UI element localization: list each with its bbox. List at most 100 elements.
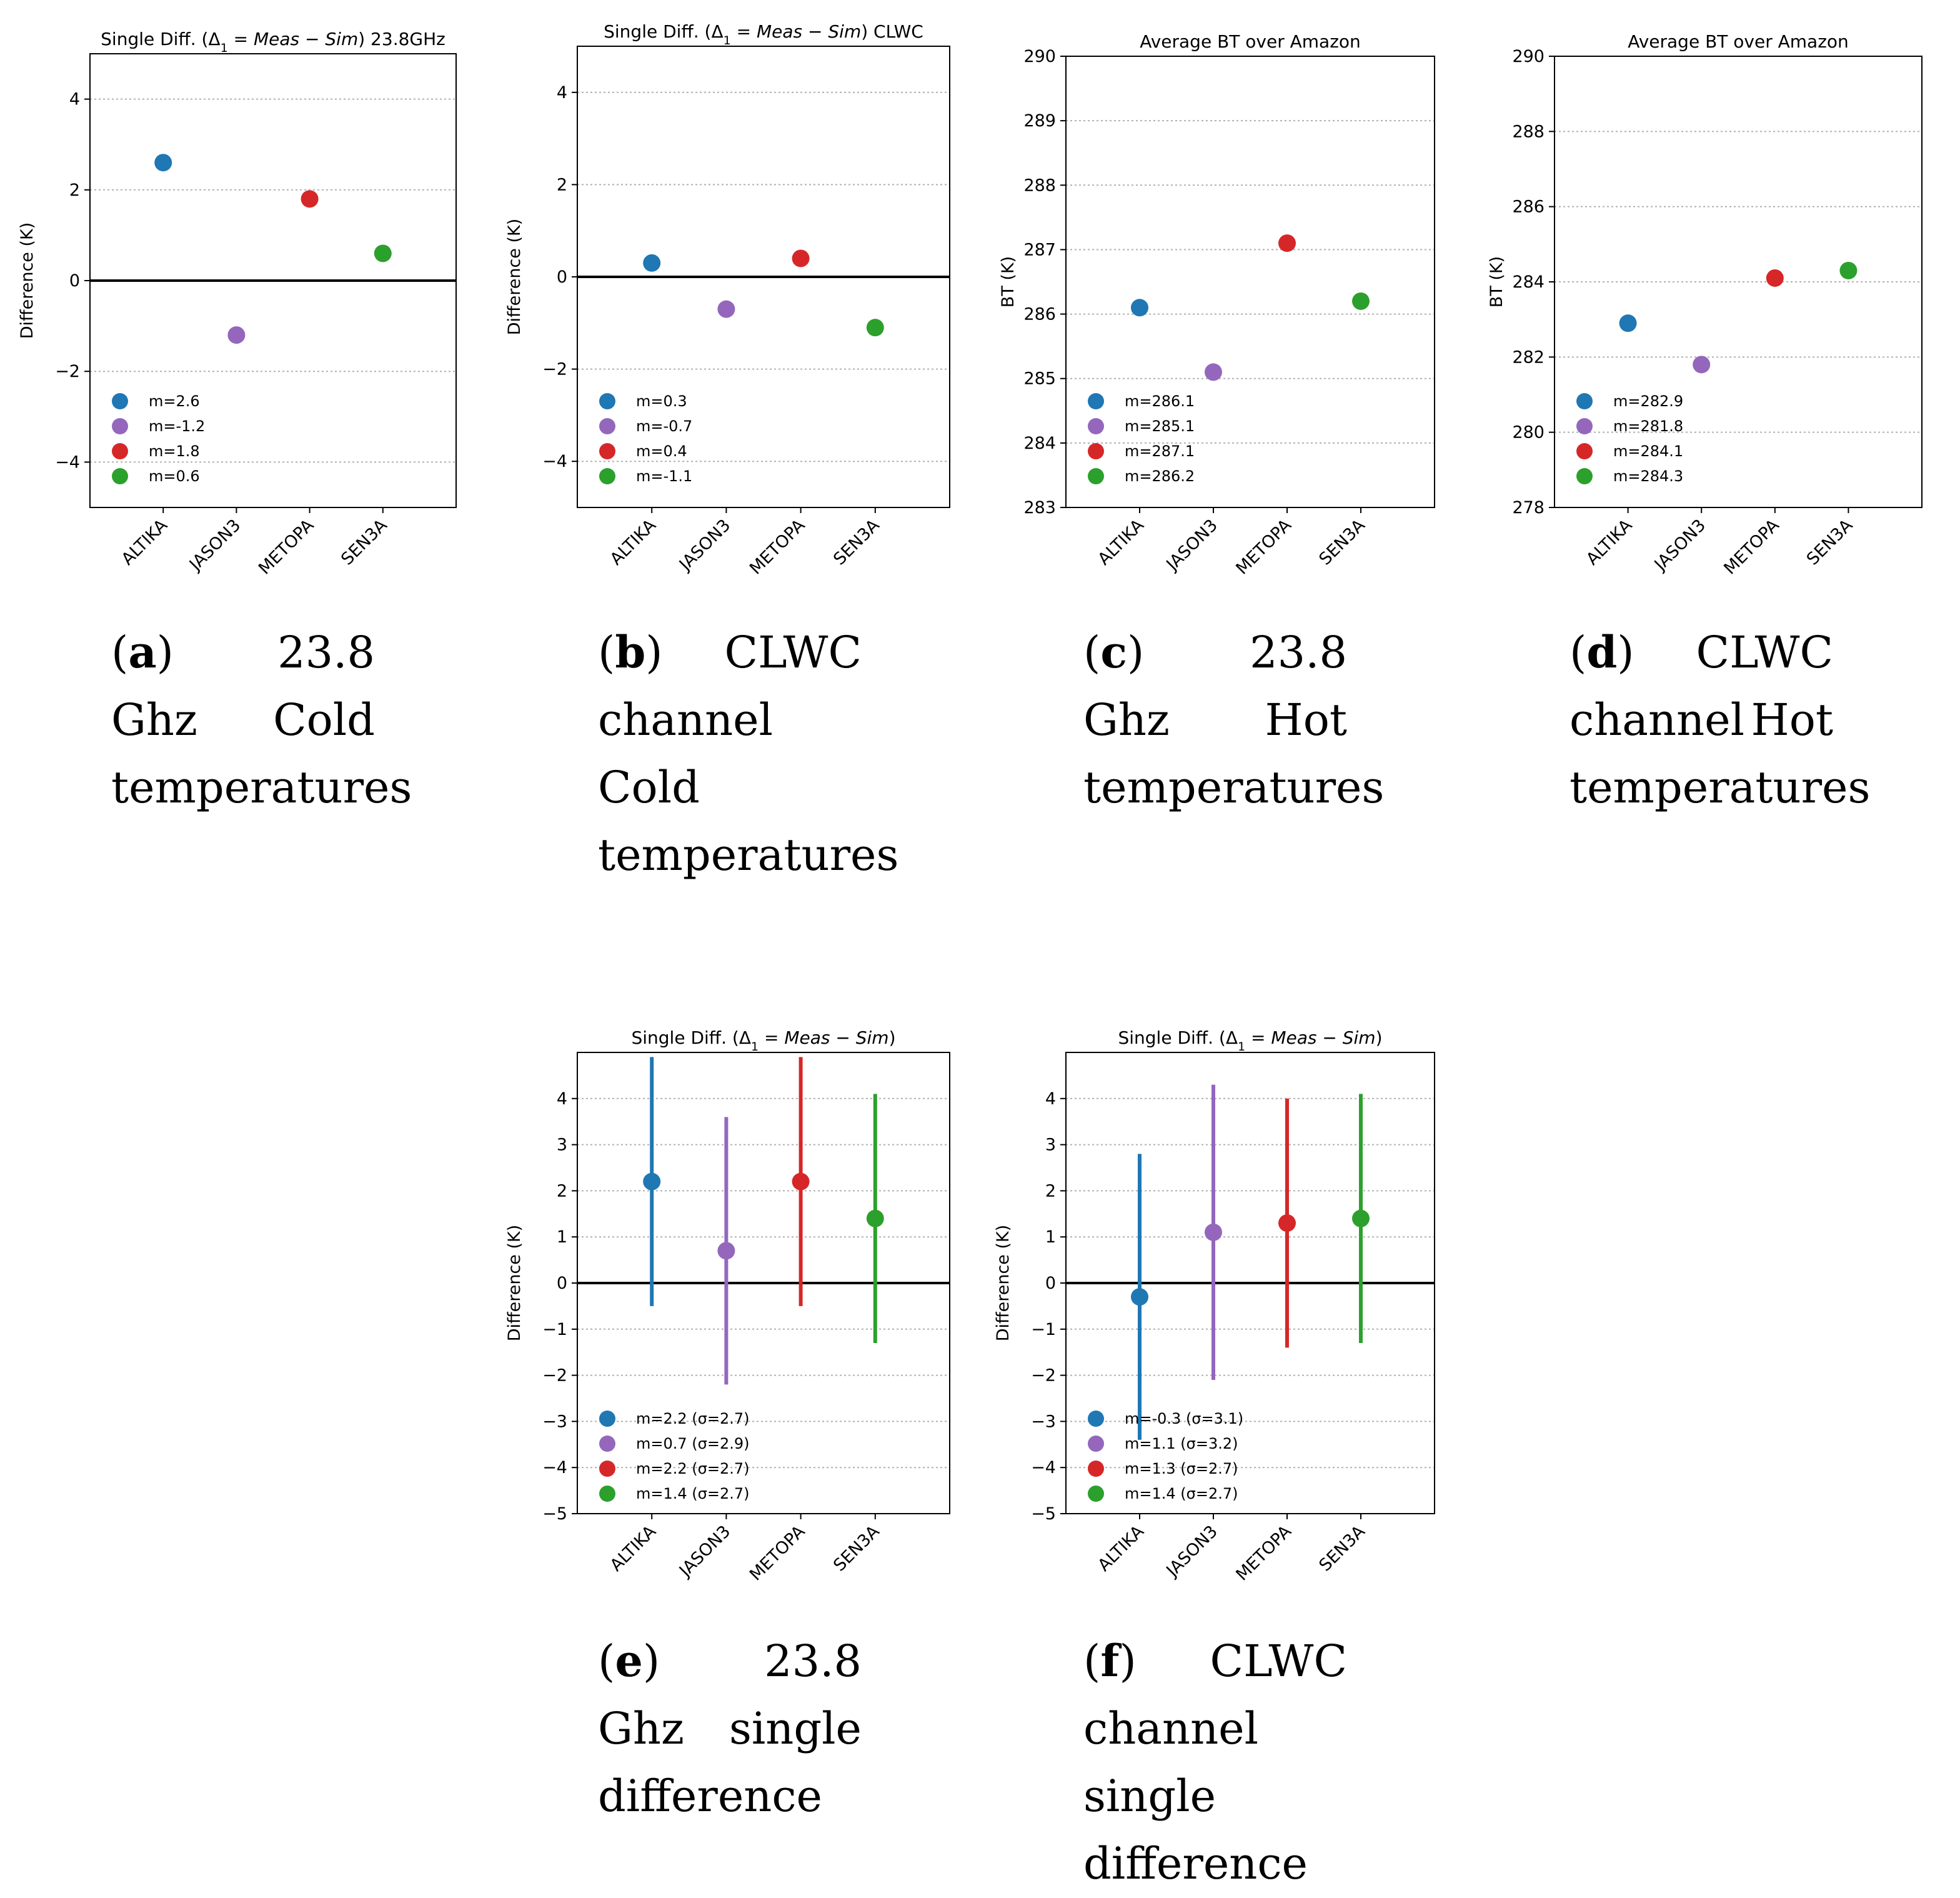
x-tick-label: ALTIKA [1583, 516, 1636, 569]
y-tick-label: 4 [69, 90, 80, 109]
y-tick-label: 288 [1512, 122, 1545, 141]
x-tick-label: JASON3 [1650, 516, 1709, 575]
panel-a: −4 −2 0 2 4 Difference (K) Single Diff. (Δ1 = … [17, 29, 457, 813]
y-tick-label: 2 [69, 181, 80, 200]
y-tick-label: 0 [557, 267, 567, 287]
x-tick-label: ALTIKA [1094, 1522, 1148, 1576]
y-tick-label: 288 [1023, 176, 1056, 195]
caption-text: CLWC [725, 627, 862, 678]
y-tick-label: −4 [55, 452, 80, 472]
legend-label: m=1.8 [149, 442, 200, 460]
legend-label: m=0.3 [636, 392, 687, 410]
legend-label: m=285.1 [1125, 417, 1195, 435]
x-tick-label: SEN3A [1315, 516, 1369, 569]
caption-text: Ghz [598, 1703, 684, 1754]
data-point-jason3 [1205, 363, 1222, 381]
x-tick-label: JASON3 [185, 516, 244, 575]
caption-text: difference [1083, 1838, 1308, 1889]
panel-c: 283 284 285 286 287 288 289 290 BT (K) Average BT… [998, 31, 1435, 813]
legend-marker [599, 418, 615, 434]
y-tick-label: 4 [557, 83, 567, 102]
y-tick-label: −4 [542, 452, 567, 471]
y-tick-label: 284 [1023, 434, 1056, 453]
caption-text: Hot [1751, 694, 1833, 746]
data-point-altika [1131, 299, 1148, 317]
legend-label: m=284.1 [1613, 442, 1683, 460]
y-tick-label: 286 [1023, 305, 1056, 324]
x-tick-label: METOPA [746, 1522, 809, 1585]
data-point-sen3a [1352, 292, 1370, 310]
x-tick-label: METOPA [1232, 516, 1295, 579]
caption-text: temperatures [598, 829, 898, 881]
y-tick-label: 2 [557, 175, 567, 194]
legend-label: m=286.1 [1125, 392, 1195, 410]
caption-text: channel [1083, 1703, 1258, 1754]
data-point-altika [643, 1172, 661, 1191]
y-tick-label: −4 [1031, 1458, 1056, 1477]
data-point-altika [1131, 1288, 1148, 1306]
caption-text: 23.8 [277, 627, 375, 678]
caption-text: 23.8 [764, 1636, 862, 1687]
panel-b: −4 −2 0 2 4 Difference (K) Single Diff. (Δ1 = … [505, 21, 950, 881]
data-point-metopa [792, 249, 810, 267]
data-point-jason3 [717, 300, 735, 318]
x-tick-label: ALTIKA [607, 516, 660, 569]
caption-text: single [729, 1703, 862, 1754]
y-tick-label: 278 [1512, 498, 1545, 517]
chart-title: Average BT over Amazon [1140, 31, 1361, 52]
caption-label: (e) [598, 1635, 660, 1687]
caption-label: (f) [1083, 1635, 1137, 1687]
legend-marker [599, 393, 615, 409]
chart-title: Single Diff. (Δ1 = Meas − Sim) 23.8GHz [101, 29, 445, 55]
legend-marker [112, 443, 128, 459]
caption-text: Hot [1265, 694, 1347, 746]
legend-label: m=1.1 (σ=3.2) [1125, 1435, 1238, 1452]
data-point-metopa [1278, 234, 1296, 252]
caption-text: temperatures [1083, 762, 1384, 813]
data-point-sen3a [1839, 261, 1858, 279]
data-point-metopa [301, 190, 319, 208]
x-tick-label: METOPA [746, 516, 809, 579]
data-point-jason3 [1693, 356, 1711, 374]
x-tick-label: SEN3A [830, 1522, 883, 1576]
y-tick-label: 0 [1045, 1274, 1056, 1293]
panel-e: −5 −4 −3 −2 −1 0 1 2 3 4 Difference (K) Single Diff… [505, 1027, 950, 1822]
y-axis-label: Difference (K) [17, 222, 37, 339]
chart-title: Average BT over Amazon [1628, 31, 1849, 52]
legend-label: m=1.4 (σ=2.7) [636, 1485, 750, 1502]
caption-text: single [1083, 1771, 1216, 1822]
y-axis-label: Difference (K) [505, 219, 524, 336]
legend-label: m=284.3 [1613, 467, 1683, 485]
legend-marker [599, 468, 615, 484]
data-point-metopa [1766, 269, 1784, 287]
legend-label: m=-1.1 [636, 467, 692, 485]
plot-frame [1065, 56, 1435, 508]
x-tick-label: SEN3A [337, 516, 391, 569]
x-tick-label: SEN3A [830, 516, 883, 569]
data-point-sen3a [866, 1209, 884, 1227]
x-tick-label: JASON3 [1162, 1522, 1221, 1581]
y-tick-label: −2 [542, 360, 567, 379]
caption-text: channel [598, 694, 773, 746]
y-tick-label: −5 [542, 1504, 567, 1524]
legend-marker [1576, 443, 1593, 459]
legend-label: m=-1.2 [149, 417, 205, 435]
x-tick-label: METOPA [1720, 516, 1783, 579]
y-tick-label: −3 [542, 1412, 567, 1431]
data-point-altika [1619, 314, 1637, 332]
x-tick-label: ALTIKA [1094, 516, 1148, 569]
y-tick-label: −3 [1031, 1412, 1056, 1431]
chart-title: Single Diff. (Δ1 = Meas − Sim) [631, 1027, 895, 1054]
legend-label: m=-0.3 (σ=3.1) [1125, 1410, 1243, 1427]
legend-marker [599, 1486, 615, 1502]
y-tick-label: 290 [1512, 47, 1545, 66]
data-point-jason3 [1205, 1223, 1222, 1241]
legend-marker [1088, 1436, 1104, 1452]
y-tick-label: 284 [1512, 272, 1545, 292]
caption-label: (d) [1569, 626, 1634, 678]
y-tick-label: 0 [557, 1274, 567, 1293]
data-point-altika [643, 254, 661, 272]
data-point-sen3a [866, 319, 884, 337]
chart-title: Single Diff. (Δ1 = Meas − Sim) [1118, 1027, 1382, 1054]
